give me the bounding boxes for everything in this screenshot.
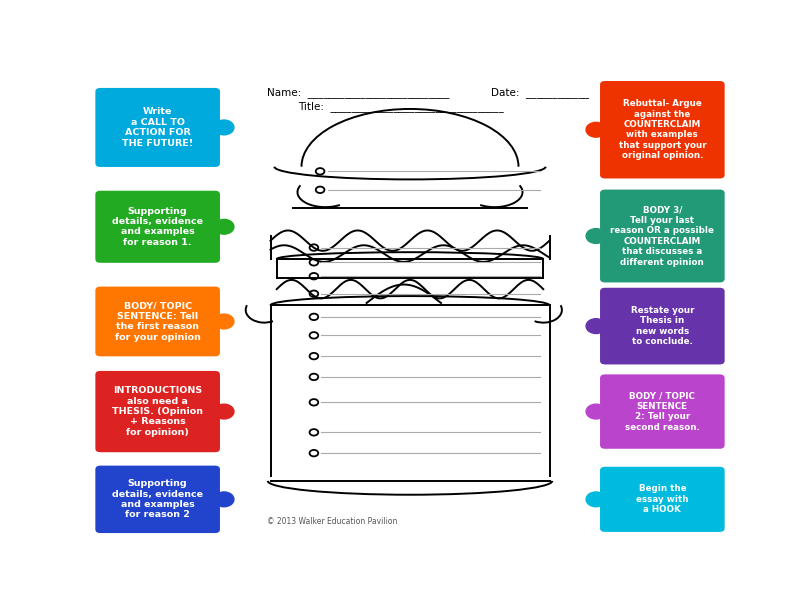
- Text: Supporting
details, evidence
and examples
for reason 1.: Supporting details, evidence and example…: [112, 206, 203, 247]
- Text: Title:  _________________________________: Title: _________________________________: [298, 101, 504, 112]
- Text: INTRODUCTIONS
also need a
THESIS. (Opinion
+ Reasons
for opinion): INTRODUCTIONS also need a THESIS. (Opini…: [112, 386, 203, 437]
- Circle shape: [214, 492, 234, 507]
- Circle shape: [586, 319, 606, 334]
- Circle shape: [214, 314, 234, 329]
- Text: Date:  ____________: Date: ____________: [490, 88, 589, 98]
- FancyBboxPatch shape: [600, 374, 725, 449]
- FancyBboxPatch shape: [95, 371, 220, 452]
- Text: BODY / TOPIC
SENTENCE
2: Tell your
second reason.: BODY / TOPIC SENTENCE 2: Tell your secon…: [625, 391, 700, 431]
- Text: Name:  ___________________________: Name: ___________________________: [267, 88, 450, 98]
- Text: Supporting
details, evidence
and examples
for reason 2: Supporting details, evidence and example…: [112, 479, 203, 520]
- Circle shape: [214, 120, 234, 135]
- Text: Write
a CALL TO
ACTION FOR
THE FUTURE!: Write a CALL TO ACTION FOR THE FUTURE!: [122, 107, 194, 148]
- FancyBboxPatch shape: [95, 466, 220, 533]
- FancyBboxPatch shape: [95, 88, 220, 167]
- FancyBboxPatch shape: [95, 191, 220, 263]
- FancyBboxPatch shape: [95, 287, 220, 356]
- FancyBboxPatch shape: [600, 81, 725, 178]
- Text: © 2013 Walker Education Pavilion: © 2013 Walker Education Pavilion: [267, 517, 398, 526]
- FancyBboxPatch shape: [600, 288, 725, 364]
- Text: Rebuttal- Argue
against the
COUNTERCLAIM
with examples
that support your
origina: Rebuttal- Argue against the COUNTERCLAIM…: [618, 99, 706, 160]
- Circle shape: [586, 492, 606, 507]
- Circle shape: [214, 404, 234, 419]
- Text: Begin the
essay with
a HOOK: Begin the essay with a HOOK: [636, 484, 689, 514]
- Circle shape: [214, 220, 234, 234]
- Circle shape: [586, 122, 606, 137]
- Circle shape: [586, 229, 606, 244]
- Text: BODY 3/
Tell your last
reason OR a possible
COUNTERCLAIM
that discusses a
differ: BODY 3/ Tell your last reason OR a possi…: [610, 206, 714, 266]
- FancyBboxPatch shape: [600, 467, 725, 532]
- Circle shape: [586, 404, 606, 419]
- Text: BODY/ TOPIC
SENTENCE: Tell
the first reason
for your opinion: BODY/ TOPIC SENTENCE: Tell the first rea…: [114, 301, 201, 341]
- Text: Restate your
Thesis in
new words
to conclude.: Restate your Thesis in new words to conc…: [630, 306, 694, 346]
- FancyBboxPatch shape: [600, 190, 725, 283]
